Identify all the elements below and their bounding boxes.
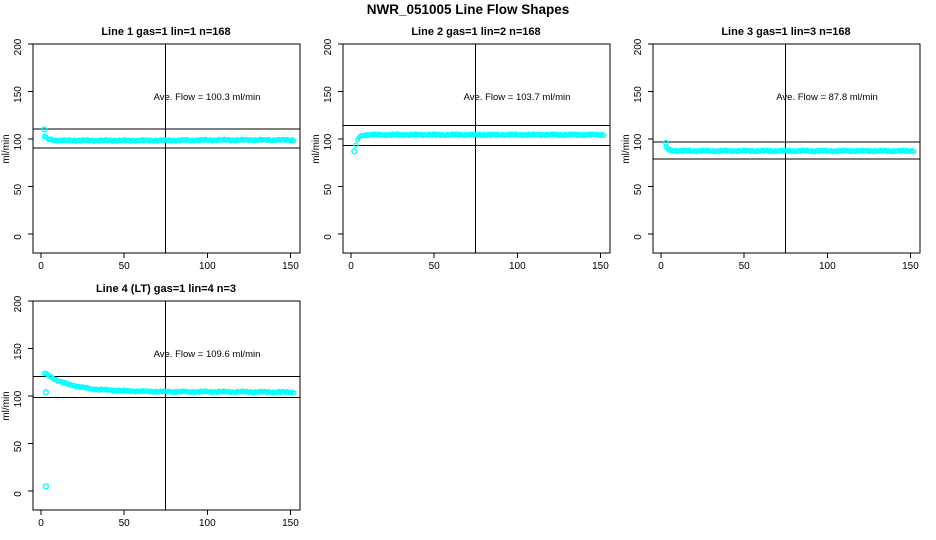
ave-flow-annotation: Ave. Flow = 103.7 ml/min <box>464 92 571 103</box>
x-tick-label: 0 <box>658 261 664 272</box>
flow-outlier-point <box>351 148 358 155</box>
plot-frame <box>32 43 301 254</box>
ave-flow-annotation: Ave. Flow = 109.6 ml/min <box>154 349 261 360</box>
subplot-title: Line 2 gas=1 lin=2 n=168 <box>411 26 540 38</box>
subplot-title: Line 4 (LT) gas=1 lin=4 n=3 <box>96 283 236 295</box>
plot-frame <box>652 43 921 254</box>
y-axis-label: ml/min <box>311 134 322 163</box>
y-tick-label: 200 <box>633 38 644 55</box>
subplot-line-3: 0 50 100 150 0 50 100 150 200 ml/min Line 3 gas=1… <box>621 26 921 272</box>
y-axis-label: ml/min <box>1 134 12 163</box>
subplot-line-2: 0 50 100 150 0 50 100 150 200 ml/min Line 2 gas=1… <box>311 26 611 272</box>
x-tick-label: 0 <box>38 518 44 529</box>
subplot-title: Line 3 gas=1 lin=3 n=168 <box>721 26 850 38</box>
y-tick-label: 50 <box>323 184 334 196</box>
y-tick-label: 0 <box>13 491 24 497</box>
x-tick-label: 100 <box>199 518 216 529</box>
plot-area: 0 50 100 150 0 50 100 150 200 ml/min <box>311 38 611 272</box>
x-tick-label: 150 <box>592 261 609 272</box>
plot-area: 0 50 100 150 0 50 100 150 200 ml/min <box>1 38 301 272</box>
subplot-line-1: 0 50 100 150 0 50 100 150 200 ml/min Line 1 gas=1… <box>1 26 301 272</box>
x-tick-label: 50 <box>119 261 131 272</box>
y-tick-label: 50 <box>13 441 24 453</box>
y-tick-label: 200 <box>13 38 24 55</box>
x-tick-label: 100 <box>509 261 526 272</box>
x-tick-label: 150 <box>282 518 299 529</box>
y-tick-label: 0 <box>323 234 334 240</box>
flow-outlier-point <box>42 389 50 396</box>
ave-flow-annotation: Ave. Flow = 87.8 ml/min <box>776 92 877 103</box>
y-tick-label: 200 <box>13 295 24 312</box>
ave-flow-annotation: Ave. Flow = 100.3 ml/min <box>154 92 261 103</box>
y-tick-label: 150 <box>13 86 24 103</box>
y-tick-label: 50 <box>13 184 24 196</box>
y-tick-label: 100 <box>633 133 644 150</box>
flow-outlier-point <box>662 139 670 146</box>
y-tick-label: 150 <box>323 86 334 103</box>
y-tick-label: 150 <box>13 343 24 360</box>
x-tick-label: 50 <box>739 261 751 272</box>
x-tick-label: 100 <box>199 261 216 272</box>
flow-data-point <box>291 390 297 396</box>
data-points <box>351 131 607 155</box>
y-tick-label: 0 <box>633 234 644 240</box>
data-points <box>41 126 297 144</box>
y-tick-label: 200 <box>323 38 334 55</box>
x-tick-label: 150 <box>902 261 919 272</box>
x-tick-label: 50 <box>119 518 131 529</box>
x-tick-label: 100 <box>819 261 836 272</box>
y-axis-label: ml/min <box>621 134 632 163</box>
subplot-title: Line 1 gas=1 lin=1 n=168 <box>101 26 230 38</box>
plot-area: 0 50 100 150 0 50 100 150 200 ml/min <box>621 38 921 272</box>
flow-data-point <box>911 148 917 155</box>
data-points <box>662 139 917 155</box>
y-tick-label: 50 <box>633 184 644 196</box>
plot-area: 0 50 100 150 0 50 100 150 200 ml/min <box>1 295 301 529</box>
figure-title: NWR_051005 Line Flow Shapes <box>366 2 570 17</box>
x-tick-label: 0 <box>38 261 44 272</box>
flow-data-point <box>291 138 297 144</box>
plot-frame <box>32 300 301 511</box>
flow-data-point <box>601 132 607 139</box>
y-tick-label: 100 <box>13 390 24 407</box>
x-tick-label: 0 <box>348 261 354 272</box>
y-tick-label: 100 <box>323 133 334 150</box>
flow-data-point <box>353 142 359 148</box>
plot-frame <box>342 43 611 254</box>
data-points <box>41 370 297 490</box>
x-tick-label: 50 <box>429 261 441 272</box>
y-axis-label: ml/min <box>1 391 12 420</box>
y-tick-label: 100 <box>13 133 24 150</box>
y-tick-label: 0 <box>13 234 24 240</box>
flow-outlier-point <box>41 126 48 133</box>
subplot-line-4-lt: 0 50 100 150 0 50 100 150 200 ml/min Line 4 (LT) … <box>1 283 301 529</box>
y-tick-label: 150 <box>633 86 644 103</box>
x-tick-label: 150 <box>282 261 299 272</box>
flow-outlier-point <box>42 483 50 490</box>
